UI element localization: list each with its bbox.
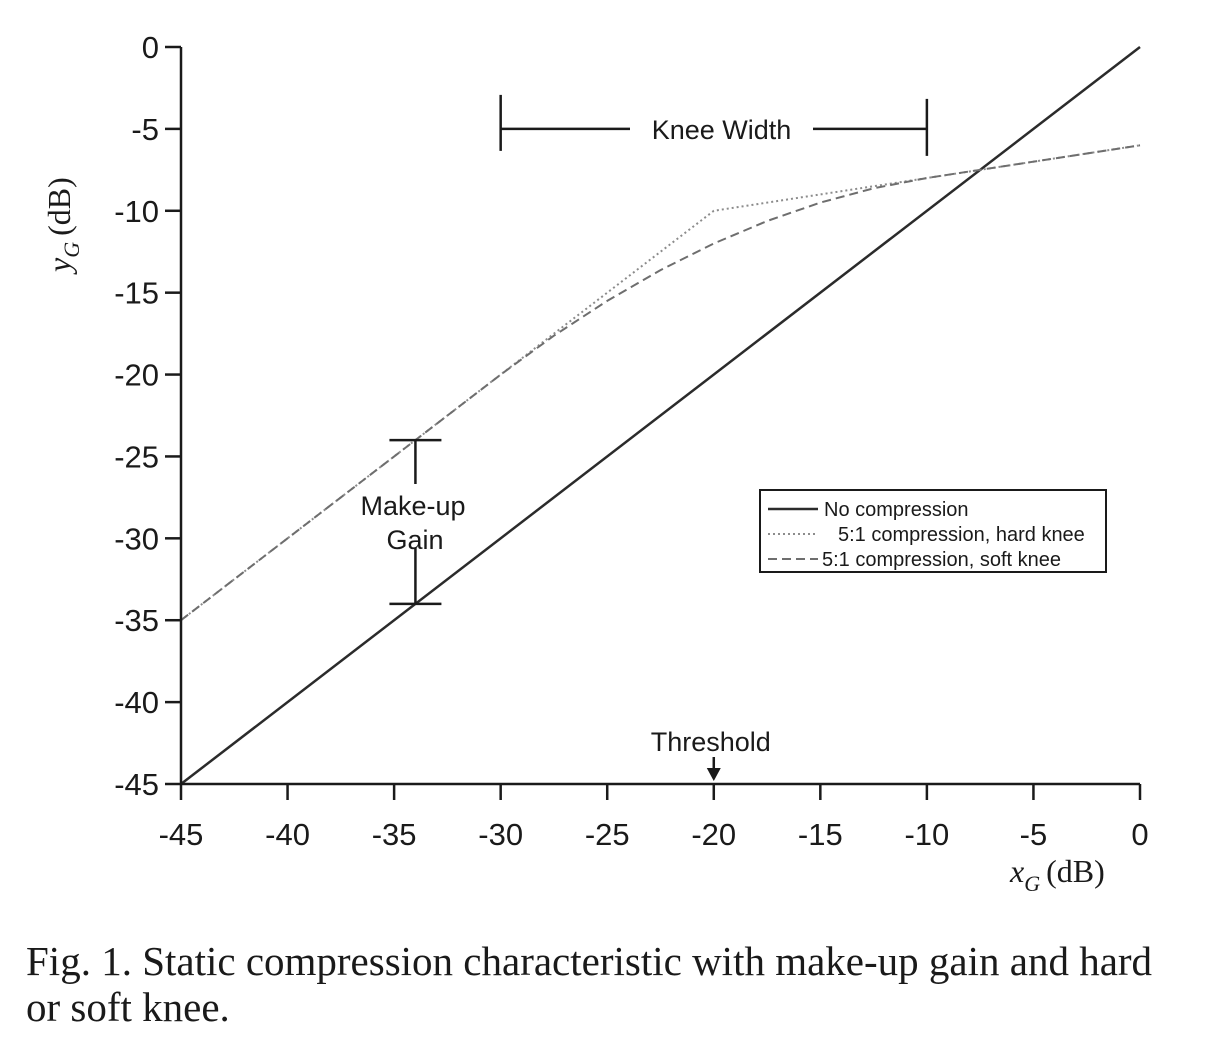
plot-lines	[180, 46, 1141, 785]
y-tick-label: 0	[142, 30, 159, 65]
x-tick-label: -20	[691, 817, 736, 852]
y-tick-label: -15	[114, 276, 159, 311]
y-tick-label: -30	[114, 521, 159, 556]
y-tick-label: -40	[114, 685, 159, 720]
legend-label-1: 5:1 compression, hard knee	[838, 524, 1085, 546]
y-tick-label: -25	[114, 439, 159, 474]
x-axis-title: xG (dB)	[1009, 853, 1105, 896]
threshold-label: Threshold	[651, 727, 771, 757]
x-tick-label: -45	[159, 817, 204, 852]
y-tick-label: -5	[131, 112, 159, 147]
y-tick-label: -45	[114, 767, 159, 802]
legend-label-0: No compression	[824, 499, 969, 521]
y-tick-label: -10	[114, 194, 159, 229]
compression-chart: -45 -40 -35 -30 -25 -20 -15 -10 -5 0 0 -5 -10 -15 -20 -…	[41, 30, 1149, 896]
threshold-arrow-head	[706, 768, 721, 781]
y-axis-title: yG(dB)	[41, 177, 84, 275]
makeup-gain-label-2: Gain	[386, 525, 443, 555]
x-tick-label: -35	[372, 817, 417, 852]
x-tick-label: -5	[1020, 817, 1048, 852]
series-line-2	[180, 144, 1141, 621]
x-tick-label: 0	[1131, 817, 1148, 852]
x-tick-label: -40	[265, 817, 310, 852]
figure-caption: Fig. 1. Static compression characteristi…	[26, 938, 1153, 1030]
series-line-1	[180, 144, 1141, 621]
makeup-gain-label-1: Make-up	[360, 491, 465, 521]
knee-width-label: Knee Width	[652, 115, 792, 145]
x-tick-label: -25	[585, 817, 630, 852]
series-line-0	[180, 46, 1141, 785]
x-tick-label: -10	[904, 817, 949, 852]
x-tick-label: -15	[798, 817, 843, 852]
legend-label-2: 5:1 compression, soft knee	[822, 549, 1061, 571]
y-tick-label: -35	[114, 603, 159, 638]
legend: No compression 5:1 compression, hard knee…	[759, 489, 1107, 573]
annotations: Knee Width Make-up Gain Threshold	[360, 94, 929, 781]
x-tick-label: -30	[478, 817, 523, 852]
axes: -45 -40 -35 -30 -25 -20 -15 -10 -5 0 0 -5 -10 -15 -20 -…	[41, 30, 1149, 896]
y-tick-label: -20	[114, 358, 159, 393]
